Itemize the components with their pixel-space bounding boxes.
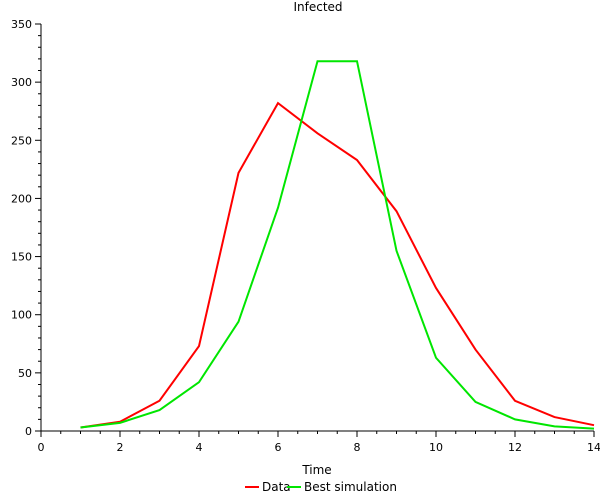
x-tick-label: 6	[275, 441, 282, 454]
y-tick-label: 0	[25, 425, 32, 438]
series-line-data	[80, 101, 595, 429]
series-line-best-simulation	[80, 60, 595, 430]
legend: Data Best simulation	[245, 480, 397, 494]
x-tick-label: 10	[429, 441, 443, 454]
x-tick-label: 0	[38, 441, 45, 454]
x-axis-title: Time	[301, 463, 331, 477]
y-tick-label: 250	[11, 134, 32, 147]
x-tick-label: 4	[196, 441, 203, 454]
series-lines	[80, 60, 595, 430]
y-axis-ticks: 0 50 100 150 200 250 300 350	[11, 18, 41, 438]
legend-label: Best simulation	[304, 480, 397, 494]
legend-label: Data	[262, 480, 291, 494]
x-tick-label: 12	[508, 441, 522, 454]
x-tick-label: 2	[117, 441, 124, 454]
y-tick-label: 150	[11, 251, 32, 264]
y-tick-label: 350	[11, 18, 32, 31]
x-tick-label: 14	[587, 441, 600, 454]
x-axis-ticks: 0 2 4 6 8 10 12 14	[38, 431, 600, 454]
x-tick-label: 8	[354, 441, 361, 454]
y-tick-label: 100	[11, 309, 32, 322]
y-tick-label: 300	[11, 76, 32, 89]
chart-title: Infected	[293, 0, 342, 14]
y-tick-label: 200	[11, 192, 32, 205]
y-tick-label: 50	[18, 367, 32, 380]
